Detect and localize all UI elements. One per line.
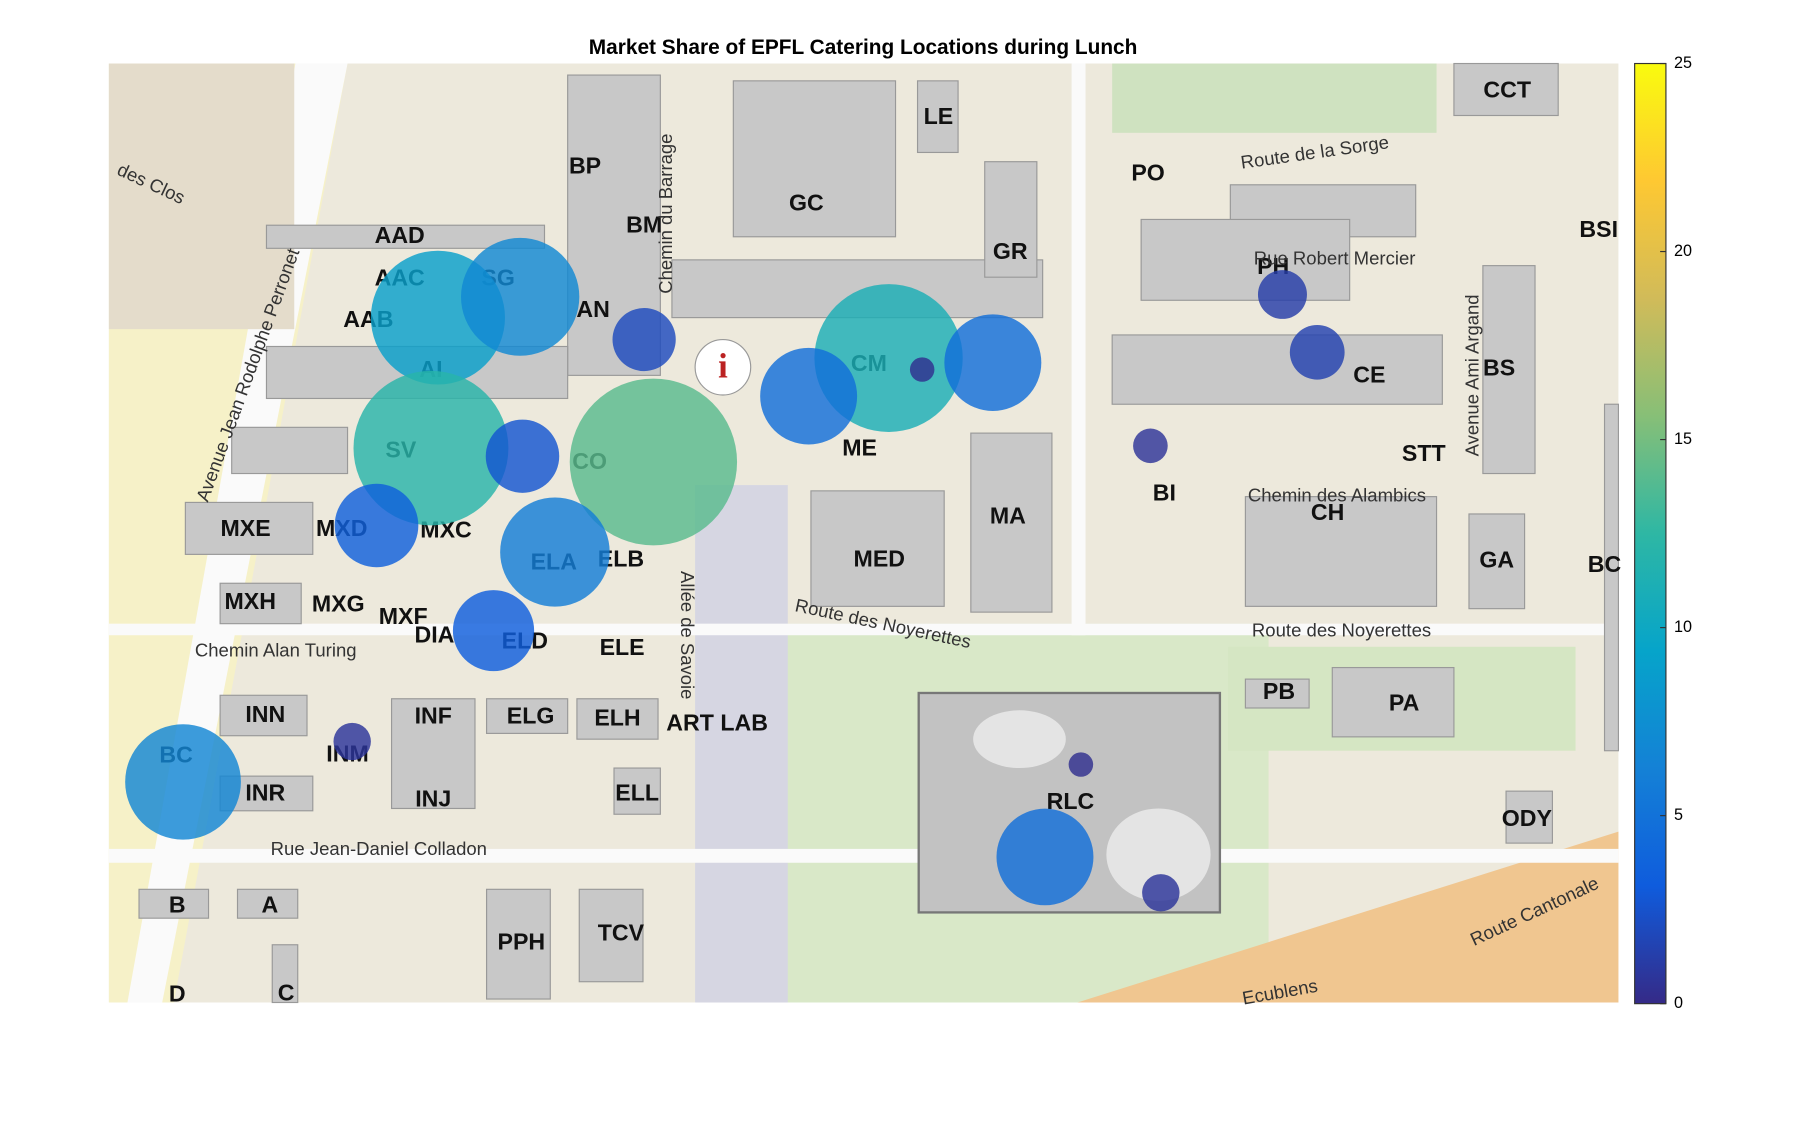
- colorbar-tick-label: 5: [1674, 806, 1683, 824]
- colorbar-tick-label: 15: [1674, 430, 1692, 448]
- bubble: [944, 314, 1042, 411]
- bubble: [334, 483, 419, 568]
- building-label: BM: [626, 212, 662, 238]
- bubble: [909, 357, 935, 382]
- building-label: CCT: [1483, 76, 1531, 102]
- bubble: [996, 808, 1094, 906]
- building-label: MA: [990, 503, 1026, 529]
- building-label: PA: [1389, 690, 1420, 716]
- building-label: MXH: [225, 588, 276, 614]
- chart-title: Market Share of EPFL Catering Locations …: [589, 36, 1138, 59]
- street-label: Route des Noyerettes: [1252, 620, 1431, 641]
- street-label: Chemin Alan Turing: [195, 639, 357, 660]
- bubble: [125, 724, 241, 840]
- street-label: Rue Robert Mercier: [1254, 248, 1416, 269]
- building-label: ELE: [600, 634, 645, 660]
- bubble: [1142, 874, 1180, 912]
- colorbar-scale: [1634, 62, 1667, 1005]
- bubble: [333, 722, 371, 761]
- building-label: PB: [1263, 678, 1295, 704]
- building-label: INN: [245, 701, 285, 727]
- bubble: [1289, 324, 1345, 380]
- building-label: CE: [1353, 362, 1385, 388]
- bubble: [1133, 428, 1168, 464]
- bubble: [353, 370, 509, 526]
- bubble: [612, 308, 676, 372]
- colorbar: 0 5 10 15 20 25: [1634, 54, 1692, 1012]
- building-label: A: [262, 892, 279, 918]
- building-label: BSI: [1579, 216, 1618, 242]
- street-label: Allée de Savoie: [677, 571, 698, 699]
- building-label: ELH: [594, 705, 640, 731]
- building-label: GC: [789, 190, 824, 216]
- building-label: BI: [1153, 479, 1176, 505]
- building-label: INR: [245, 780, 285, 806]
- building-label: B: [169, 892, 186, 918]
- building-label: ME: [842, 434, 877, 460]
- building-label: AAD: [375, 222, 425, 248]
- bubble: [461, 237, 580, 356]
- bubble: [452, 590, 535, 672]
- building-label: D: [169, 981, 186, 1007]
- building-label: DIA: [414, 622, 454, 648]
- colorbar-tick-label: 10: [1674, 618, 1692, 636]
- building-label: C: [278, 980, 295, 1006]
- building-label: AN: [576, 296, 609, 322]
- building-label: GA: [1479, 546, 1514, 572]
- building-label: BP: [569, 153, 601, 179]
- bubble: [1068, 752, 1094, 777]
- building-label: CH: [1311, 499, 1344, 525]
- building-label: LE: [924, 103, 954, 129]
- building-label: STT: [1402, 440, 1446, 466]
- bubble: [485, 419, 560, 493]
- street-label: Avenue Ami Argand: [1461, 294, 1482, 456]
- svg-text:i: i: [718, 347, 728, 386]
- colorbar-tick-label: 20: [1674, 242, 1692, 260]
- building-label: BC: [1588, 551, 1622, 577]
- building-label: PO: [1131, 160, 1164, 186]
- bubble: [1257, 270, 1307, 319]
- street-label: Chemin du Barrage: [655, 134, 676, 294]
- building-label: BS: [1483, 355, 1515, 381]
- building-label: GR: [993, 238, 1028, 264]
- building-label: MXE: [221, 515, 271, 541]
- bubble: [569, 378, 738, 546]
- building-label: ART LAB: [666, 709, 768, 735]
- building-label: TCV: [598, 919, 645, 945]
- building-label: ELL: [615, 780, 659, 806]
- colorbar-tick-label: 0: [1674, 994, 1683, 1012]
- building-label: ODY: [1502, 805, 1553, 831]
- colorbar-tick-label: 25: [1674, 54, 1692, 72]
- building-label: INF: [415, 702, 452, 728]
- bubble: [500, 497, 610, 607]
- street-label: Chemin des Alambics: [1248, 485, 1426, 506]
- building-label: ELG: [507, 702, 555, 728]
- building-label: PPH: [498, 929, 546, 955]
- building-label: RLC: [1047, 788, 1095, 814]
- bubble: [760, 347, 858, 445]
- building-label: MED: [854, 545, 905, 571]
- building-label: MXG: [312, 590, 365, 616]
- bubbles: [125, 237, 1345, 912]
- building-label: MXF: [379, 603, 428, 629]
- street-label: Rue Jean-Daniel Colladon: [271, 838, 487, 859]
- building-label: INJ: [415, 786, 451, 812]
